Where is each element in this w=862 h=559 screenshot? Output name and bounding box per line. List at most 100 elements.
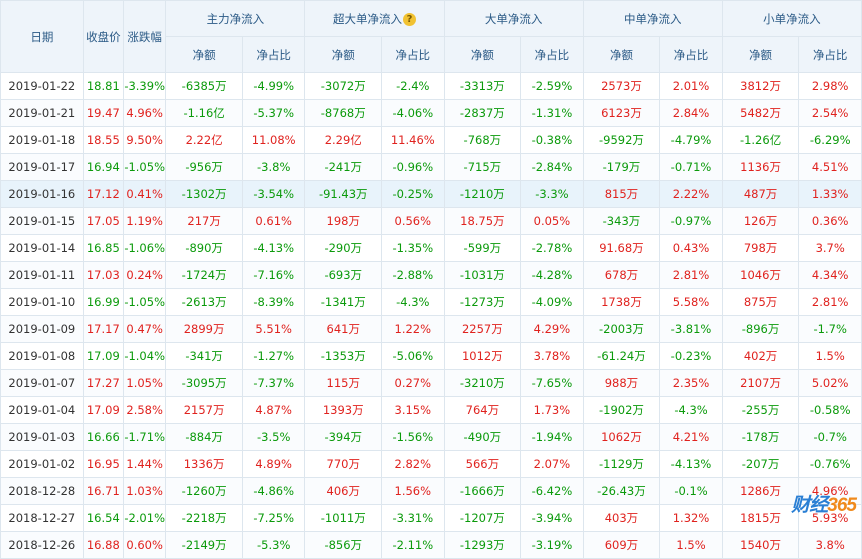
value-cell: -7.16% xyxy=(241,261,306,289)
value-cell: -0.76% xyxy=(798,450,862,478)
value-cell: 641万 xyxy=(304,315,383,343)
value-cell: 1062万 xyxy=(582,423,661,451)
value-cell: 2157万 xyxy=(165,396,243,424)
value-cell: 0.60% xyxy=(122,531,167,559)
table-row: 2019-01-15 17.05 1.19% 217万 0.61% 198万 0.56% 18… xyxy=(0,207,862,235)
subheader-net: 净额 xyxy=(304,36,383,73)
close-price-cell: 18.55 xyxy=(82,126,124,154)
value-cell: -0.7% xyxy=(798,423,862,451)
value-cell: -1.94% xyxy=(520,423,584,451)
help-icon[interactable]: ? xyxy=(402,12,416,26)
date-cell: 2019-01-15 xyxy=(0,207,84,235)
value-cell: 5482万 xyxy=(721,99,800,127)
date-cell: 2019-01-02 xyxy=(0,450,84,478)
value-cell: 2107万 xyxy=(721,369,800,397)
subheader-ratio: 净占比 xyxy=(241,36,306,73)
value-cell: -255万 xyxy=(721,396,800,424)
value-cell: 5.02% xyxy=(798,369,862,397)
value-cell: -4.99% xyxy=(241,72,306,100)
value-cell: -3.94% xyxy=(520,504,584,532)
value-cell: -343万 xyxy=(582,207,661,235)
date-cell: 2019-01-08 xyxy=(0,342,84,370)
value-cell: 4.21% xyxy=(659,423,723,451)
value-cell: 4.34% xyxy=(798,261,862,289)
value-cell: -5.06% xyxy=(381,342,445,370)
value-cell: 487万 xyxy=(721,180,800,208)
value-cell: -3210万 xyxy=(443,369,522,397)
value-cell: -3.3% xyxy=(520,180,584,208)
subheader-ratio: 净占比 xyxy=(520,36,584,73)
value-cell: -3.5% xyxy=(241,423,306,451)
value-cell: -4.3% xyxy=(381,288,445,316)
value-cell: -1.05% xyxy=(122,153,167,181)
value-cell: 1.73% xyxy=(520,396,584,424)
value-cell: -3072万 xyxy=(304,72,383,100)
value-cell: -2.01% xyxy=(122,504,167,532)
value-cell: -856万 xyxy=(304,531,383,559)
value-cell: 4.96% xyxy=(122,99,167,127)
value-cell: 988万 xyxy=(582,369,661,397)
value-cell: 9.50% xyxy=(122,126,167,154)
close-price-cell: 16.88 xyxy=(82,531,124,559)
table-row: 2019-01-10 16.99 -1.05% -2613万 -8.39% -1341万 -… xyxy=(0,288,862,316)
value-cell: 6123万 xyxy=(582,99,661,127)
value-cell: 0.43% xyxy=(659,234,723,262)
date-cell: 2019-01-16 xyxy=(0,180,84,208)
value-cell: -9592万 xyxy=(582,126,661,154)
table-row: 2019-01-16 17.12 0.41% -1302万 -3.54% -91.43万 -… xyxy=(0,180,862,208)
value-cell: 2.35% xyxy=(659,369,723,397)
value-cell: -91.43万 xyxy=(304,180,383,208)
subheader-net: 净额 xyxy=(165,36,243,73)
value-cell: 4.96% xyxy=(798,477,862,505)
value-cell: -4.06% xyxy=(381,99,445,127)
value-cell: 1.5% xyxy=(798,342,862,370)
value-cell: -394万 xyxy=(304,423,383,451)
value-cell: -0.1% xyxy=(659,477,723,505)
value-cell: -1902万 xyxy=(582,396,661,424)
date-cell: 2019-01-17 xyxy=(0,153,84,181)
value-cell: 402万 xyxy=(721,342,800,370)
value-cell: -207万 xyxy=(721,450,800,478)
value-cell: -7.37% xyxy=(241,369,306,397)
value-cell: -715万 xyxy=(443,153,522,181)
close-price-cell: 17.05 xyxy=(82,207,124,235)
value-cell: -0.58% xyxy=(798,396,862,424)
value-cell: 0.41% xyxy=(122,180,167,208)
value-cell: -5.37% xyxy=(241,99,306,127)
value-cell: -1.16亿 xyxy=(165,99,243,127)
table-row: 2018-12-26 16.88 0.60% -2149万 -5.3% -856万 -2.1… xyxy=(0,531,862,559)
subheader-net: 净额 xyxy=(721,36,800,73)
date-cell: 2019-01-14 xyxy=(0,234,84,262)
table-row: 2019-01-08 17.09 -1.04% -341万 -1.27% -1353万 -5… xyxy=(0,342,862,370)
col-close-header: 收盘价 xyxy=(82,0,124,73)
value-cell: 1012万 xyxy=(443,342,522,370)
value-cell: -4.79% xyxy=(659,126,723,154)
date-cell: 2019-01-09 xyxy=(0,315,84,343)
subheader-ratio: 净占比 xyxy=(381,36,445,73)
date-cell: 2019-01-21 xyxy=(0,99,84,127)
value-cell: 18.75万 xyxy=(443,207,522,235)
value-cell: -2613万 xyxy=(165,288,243,316)
value-cell: 1815万 xyxy=(721,504,800,532)
value-cell: -1293万 xyxy=(443,531,522,559)
value-cell: 4.29% xyxy=(520,315,584,343)
value-cell: -2003万 xyxy=(582,315,661,343)
table-row: 2019-01-11 17.03 0.24% -1724万 -7.16% -693万 -2.… xyxy=(0,261,862,289)
value-cell: -890万 xyxy=(165,234,243,262)
value-cell: -1.06% xyxy=(122,234,167,262)
value-cell: 2.22% xyxy=(659,180,723,208)
value-cell: -1207万 xyxy=(443,504,522,532)
value-cell: -4.13% xyxy=(659,450,723,478)
close-price-cell: 16.54 xyxy=(82,504,124,532)
subheader-ratio: 净占比 xyxy=(798,36,862,73)
caijing365-logo: 财经365 xyxy=(791,495,857,516)
value-cell: -1.7% xyxy=(798,315,862,343)
value-cell: 5.51% xyxy=(241,315,306,343)
value-cell: -2.4% xyxy=(381,72,445,100)
value-cell: -1.71% xyxy=(122,423,167,451)
value-cell: -1210万 xyxy=(443,180,522,208)
value-cell: -768万 xyxy=(443,126,522,154)
date-cell: 2019-01-18 xyxy=(0,126,84,154)
value-cell: 815万 xyxy=(582,180,661,208)
date-cell: 2019-01-03 xyxy=(0,423,84,451)
